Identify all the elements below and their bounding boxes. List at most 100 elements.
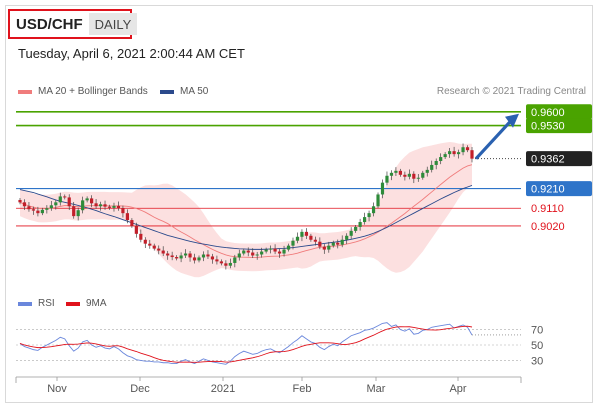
support-price-label: 0.9020 — [531, 221, 565, 233]
candle-body — [313, 239, 317, 242]
candle-body — [452, 151, 456, 155]
ma50-line — [19, 184, 473, 250]
target-price-label-bg — [526, 104, 592, 120]
candle-body — [434, 161, 438, 165]
candle-body — [210, 256, 215, 260]
candles-group — [18, 143, 474, 270]
candle-body — [228, 262, 232, 266]
candle-body — [175, 257, 179, 259]
candle-body — [76, 210, 80, 217]
time-tick-label: Mar — [367, 383, 386, 395]
timestamp: Tuesday, April 6, 2021 2:00:44 AM CET — [18, 46, 245, 61]
candle-body — [67, 197, 71, 207]
candle-body — [260, 251, 264, 255]
candle-body — [103, 204, 107, 207]
candle-body — [148, 243, 152, 246]
candle-body — [277, 251, 282, 254]
candle-body — [31, 209, 36, 211]
candle-body — [54, 202, 58, 206]
candle-body — [18, 199, 22, 203]
candle-body — [448, 151, 452, 155]
pivot-price-label: 0.9210 — [531, 184, 565, 196]
candle-body — [345, 235, 349, 240]
candle-body — [371, 206, 376, 214]
candle-body — [309, 235, 313, 240]
rsi-ma9-line — [19, 325, 473, 363]
candle-body — [269, 248, 273, 250]
timeframe-badge[interactable]: DAILY — [88, 13, 138, 35]
candle-body — [443, 154, 447, 158]
candle-body — [380, 182, 385, 195]
support-price-label: 0.9110 — [531, 203, 564, 215]
legend-rsi: RSI — [18, 298, 55, 309]
rsi-tick-label: 70 — [531, 325, 543, 337]
candle-body — [416, 177, 420, 179]
candle-body — [22, 202, 27, 207]
candle-body — [49, 205, 53, 209]
candle-body — [219, 261, 223, 264]
candle-body — [166, 253, 170, 256]
candle-body — [264, 249, 268, 252]
rsi-line — [19, 322, 473, 365]
candle-body — [331, 242, 335, 246]
candle-body — [470, 150, 474, 159]
candle-body — [358, 222, 362, 227]
candle-body — [407, 173, 411, 177]
candle-body — [134, 225, 138, 234]
candle-body — [161, 250, 165, 254]
candle-body — [143, 239, 147, 244]
candle-body — [139, 233, 143, 240]
candle-body — [394, 170, 398, 173]
time-tick-label: 2021 — [211, 383, 235, 395]
candle-body — [385, 175, 389, 183]
candle-body — [233, 257, 237, 263]
legend-9ma-label: 9MA — [86, 298, 107, 309]
time-tick-label: Nov — [47, 383, 67, 395]
candle-body — [179, 255, 183, 259]
candle-body — [367, 213, 371, 218]
legend-ma-bb-label: MA 20 + Bollinger Bands — [38, 86, 148, 97]
candle-body — [456, 152, 461, 155]
candle-body — [398, 170, 402, 175]
candle-body — [430, 164, 434, 170]
candle-body — [286, 245, 291, 250]
instrument-header: USD/CHF DAILY — [8, 9, 138, 39]
time-tick-label: Feb — [293, 383, 312, 395]
candle-body — [389, 172, 394, 176]
legend-ma-bb: MA 20 + Bollinger Bands — [18, 86, 148, 97]
candle-body — [412, 173, 416, 179]
legend-9ma: 9MA — [66, 298, 107, 309]
time-tick-label: Apr — [449, 383, 466, 395]
candle-body — [192, 257, 197, 261]
candle-body — [282, 249, 286, 254]
symbol-label: USD/CHF — [16, 15, 83, 33]
candle-body — [291, 240, 295, 246]
candle-body — [246, 250, 250, 253]
bollinger-band — [20, 141, 472, 278]
candle-body — [273, 248, 277, 252]
candle-body — [461, 147, 465, 153]
rsi-tick-label: 30 — [531, 355, 543, 367]
candle-body — [206, 254, 210, 257]
current-price-label-bg — [526, 151, 592, 167]
candle-body — [125, 213, 130, 221]
rsi-tick-label: 50 — [531, 340, 543, 352]
candle-body — [403, 174, 407, 177]
rsi-swatch — [18, 301, 32, 306]
target-price-label-bg — [526, 118, 592, 134]
forecast-arrowhead — [505, 113, 519, 128]
candle-body — [425, 169, 429, 173]
candle-body — [90, 198, 94, 204]
candle-body — [465, 147, 470, 151]
candle-body — [72, 206, 76, 217]
candle-body — [349, 230, 353, 236]
candle-body — [116, 205, 121, 209]
legend-ma50: MA 50 — [160, 86, 208, 97]
candle-body — [94, 203, 98, 207]
candle-body — [251, 252, 255, 256]
candle-body — [237, 253, 241, 258]
candle-body — [376, 194, 380, 207]
current-price-label: 0.9362 — [531, 154, 565, 166]
target-price-label: 0.9530 — [531, 121, 565, 133]
candle-body — [255, 254, 259, 256]
